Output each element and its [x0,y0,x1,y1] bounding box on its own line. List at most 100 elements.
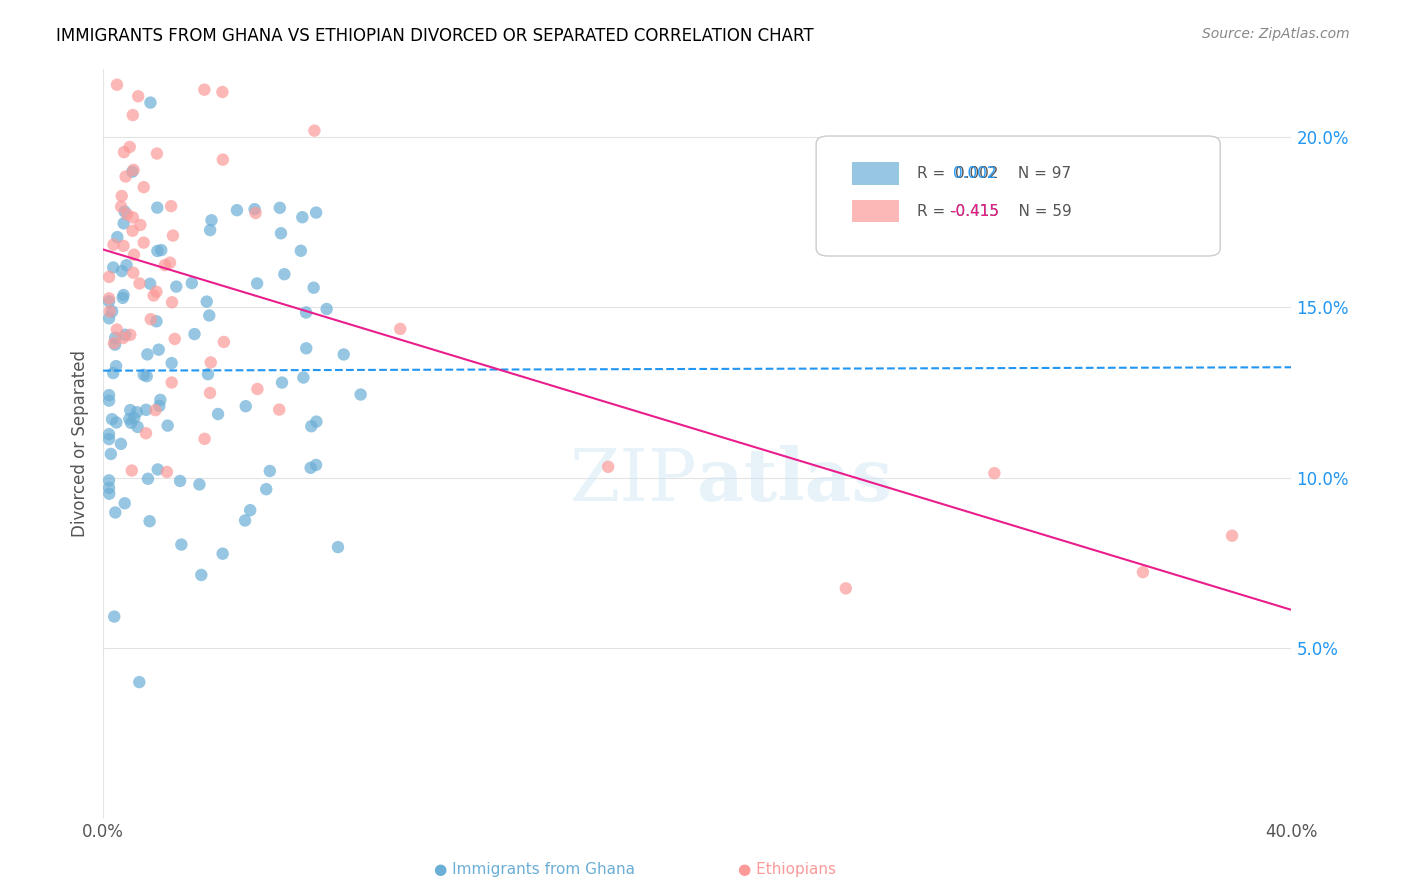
Point [98,388,121,402]
Point [243,202,266,217]
Point [1220,529,1243,543]
Point [145,403,167,417]
Point [156,465,179,479]
Point [226,203,249,218]
Point [145,314,167,328]
Point [110,200,132,214]
Point [198,386,221,401]
Point [121,164,143,178]
Point [112,331,135,345]
Point [1132,565,1154,579]
FancyBboxPatch shape [815,136,1220,256]
Point [305,205,328,219]
Point [105,78,128,92]
Point [98,311,121,326]
Point [112,288,135,302]
Point [103,260,125,275]
Point [138,514,160,528]
Point [98,481,121,495]
Point [132,180,155,194]
Point [983,466,1005,480]
Point [105,230,128,244]
Bar [852,162,900,185]
Point [315,301,337,316]
Text: IMMIGRANTS FROM GHANA VS ETHIOPIAN DIVORCED OR SEPARATED CORRELATION CHART: IMMIGRANTS FROM GHANA VS ETHIOPIAN DIVOR… [56,27,814,45]
Point [139,277,162,291]
Point [114,169,136,184]
Point [183,327,205,342]
Point [156,418,179,433]
Point [100,447,122,461]
Point [146,146,169,161]
Point [120,403,142,417]
Point [254,482,277,496]
Point [135,426,157,441]
Point [112,239,135,253]
Point [246,382,269,396]
Point [103,366,125,380]
Point [132,235,155,250]
Point [299,419,322,434]
Text: 0.002: 0.002 [953,166,997,181]
Point [103,609,125,624]
Point [835,582,858,596]
Y-axis label: Divorced or Separated: Divorced or Separated [72,350,89,537]
Point [305,415,328,429]
Point [193,83,215,97]
Point [198,223,221,237]
Point [122,248,145,262]
Point [125,405,148,419]
Point [114,496,136,510]
Point [104,331,127,345]
Point [132,368,155,382]
Point [150,243,173,257]
Text: R =  0.002    N = 97: R = 0.002 N = 97 [917,166,1071,181]
Point [197,368,219,382]
Point [332,347,354,361]
Point [302,281,325,295]
Text: ZIP: ZIP [569,446,697,516]
Text: -0.415: -0.415 [950,203,1000,219]
Point [105,359,128,373]
Point [291,211,314,225]
Point [212,334,235,349]
Point [118,412,141,426]
Point [148,343,170,357]
Point [145,285,167,299]
Point [98,294,121,309]
Point [146,462,169,476]
Point [98,432,121,446]
Point [146,244,169,258]
Point [105,416,128,430]
Point [103,237,125,252]
Point [305,458,328,472]
Point [270,226,292,240]
Point [239,503,262,517]
Point [129,218,152,232]
Point [207,407,229,421]
Point [120,327,142,342]
Point [122,162,145,177]
Point [110,437,132,451]
Point [122,410,145,425]
Point [235,399,257,413]
Point [118,140,141,154]
Point [104,506,127,520]
Point [128,675,150,690]
Point [135,369,157,384]
Point [350,387,373,401]
Point [98,269,121,284]
Point [169,474,191,488]
Point [98,393,121,408]
Point [114,327,136,342]
Point [121,224,143,238]
Point [149,392,172,407]
Point [121,464,143,478]
Point [326,540,349,554]
Point [111,291,134,305]
Point [101,412,124,426]
Point [160,356,183,370]
Point [245,206,267,220]
Bar [852,200,900,222]
Point [273,267,295,281]
